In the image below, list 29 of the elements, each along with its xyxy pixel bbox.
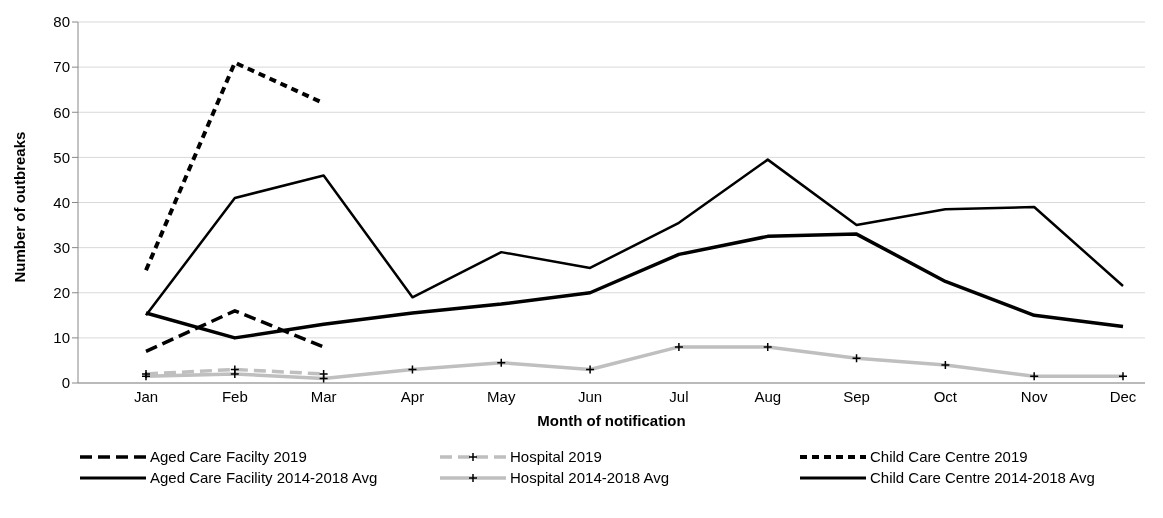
y-axis-title: Number of outbreaks [11, 131, 29, 283]
y-tick-label: 50 [53, 148, 70, 166]
x-tick-label: Feb [221, 387, 248, 405]
y-tick-label: 10 [53, 329, 70, 347]
legend-label: Hospital 2014-2018 Avg [510, 469, 670, 486]
x-tick-label: Jun [578, 387, 603, 405]
x-tick-label: Aug [754, 387, 782, 405]
y-tick-label: 40 [53, 193, 70, 211]
y-tick-label: 70 [53, 58, 70, 76]
legend-label: Aged Care Facility 2014-2018 Avg [150, 469, 378, 486]
legend-label: Aged Care Facilty 2019 [150, 448, 307, 465]
y-tick-label: 20 [53, 284, 70, 302]
x-tick-label: Nov [1020, 387, 1049, 405]
x-tick-label: Jan [133, 387, 159, 405]
x-tick-label: May [487, 387, 516, 405]
legend-label: Child Care Centre 2014-2018 Avg [870, 469, 1095, 486]
x-tick-label: Apr [400, 387, 425, 405]
y-tick-label: 60 [53, 103, 70, 121]
x-tick-label: Sep [843, 387, 870, 405]
y-tick-label: 30 [53, 238, 70, 256]
x-tick-label: Dec [1109, 387, 1137, 405]
y-tick-label: 80 [53, 13, 70, 31]
x-axis-title: Month of notification [537, 412, 686, 429]
legend-label: Child Care Centre 2019 [870, 448, 1028, 465]
legend-label: Hospital 2019 [510, 448, 602, 465]
x-tick-label: Jul [669, 387, 689, 405]
x-tick-label: Oct [933, 387, 958, 405]
y-tick-label: 0 [61, 374, 70, 392]
x-tick-label: Mar [310, 387, 337, 405]
